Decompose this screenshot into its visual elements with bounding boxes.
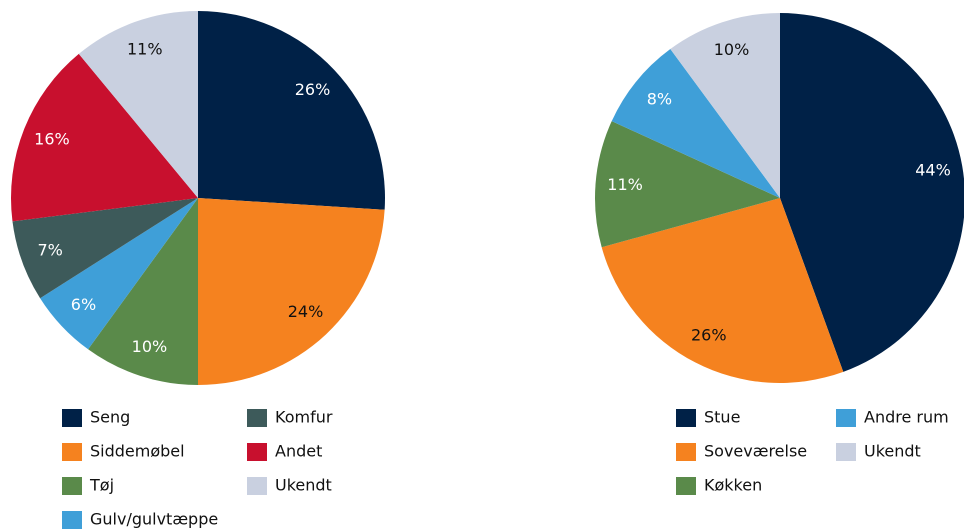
legend-swatch xyxy=(836,409,856,427)
legend-swatch xyxy=(62,477,82,495)
data-label: 16% xyxy=(34,130,70,149)
data-label: 11% xyxy=(607,175,643,194)
legend-swatch xyxy=(247,409,267,427)
legend-swatch xyxy=(676,443,696,461)
data-label: 10% xyxy=(132,337,168,356)
pie-slice xyxy=(40,198,198,350)
pie-slice xyxy=(198,198,385,385)
data-label: 44% xyxy=(915,161,951,180)
legend-label: Køkken xyxy=(704,476,762,495)
legend-label: Andet xyxy=(275,442,322,461)
data-label: 11% xyxy=(127,40,163,59)
data-label: 24% xyxy=(288,302,324,321)
pie-slice xyxy=(601,198,844,384)
legend-label: Soveværelse xyxy=(704,442,807,461)
legend-label: Stue xyxy=(704,408,740,427)
pie-slice xyxy=(670,13,780,198)
legend-swatch xyxy=(62,511,82,529)
legend-swatch xyxy=(676,477,696,495)
legend-label: Komfur xyxy=(275,408,333,427)
legend-swatch xyxy=(676,409,696,427)
legend-label: Ukendt xyxy=(275,476,332,495)
legend-swatch xyxy=(62,443,82,461)
legend-label: Ukendt xyxy=(864,442,921,461)
pie-slice xyxy=(198,11,386,210)
pie-slice xyxy=(78,11,198,198)
data-label: 26% xyxy=(691,326,727,345)
data-label: 10% xyxy=(714,40,750,59)
data-label: 7% xyxy=(38,241,63,260)
legend-swatch xyxy=(836,443,856,461)
pie-slice xyxy=(780,13,964,372)
pie-slice xyxy=(12,198,199,299)
legend-swatch xyxy=(247,477,267,495)
data-label: 26% xyxy=(295,80,331,99)
pie-slice xyxy=(595,121,780,248)
data-label: 8% xyxy=(647,90,672,109)
legend-label: Tøj xyxy=(89,476,114,495)
legend-label: Andre rum xyxy=(864,408,949,427)
legend-label: Gulv/gulvtæppe xyxy=(90,510,218,529)
pie-slice xyxy=(611,49,780,199)
legend-label: Seng xyxy=(90,408,130,427)
pie-slice xyxy=(10,53,198,222)
pie-slice xyxy=(88,198,198,385)
data-label: 6% xyxy=(71,295,96,314)
legend-label: Siddemøbel xyxy=(90,442,185,461)
legend-swatch xyxy=(247,443,267,461)
legend-swatch xyxy=(62,409,82,427)
